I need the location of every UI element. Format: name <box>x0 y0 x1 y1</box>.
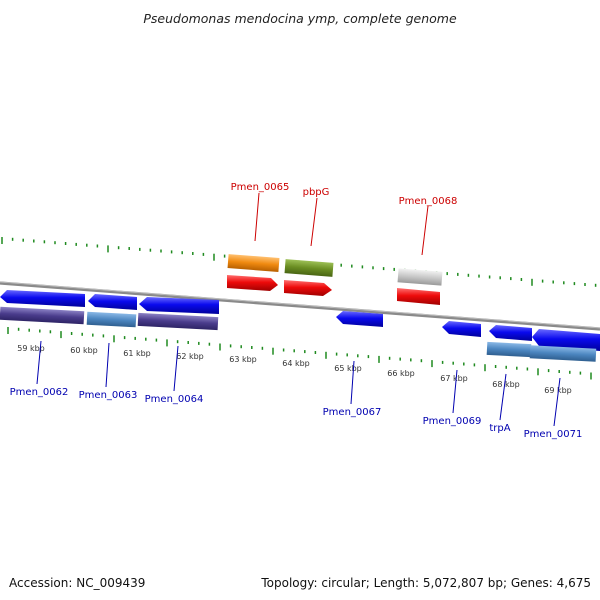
kbp-label: 62 kbp <box>176 352 204 361</box>
map-title: Pseudomonas mendocina ymp, complete geno… <box>143 11 457 26</box>
kbp-label: 59 kbp <box>17 344 45 353</box>
pbpG-olive-gene[interactable] <box>284 259 334 277</box>
pbpG-red-gene[interactable] <box>284 280 332 296</box>
bottom-gene-labels: Pmen_0062 Pmen_0063 Pmen_0064 Pmen_0067 … <box>10 387 583 440</box>
pmen-0065-red-gene[interactable] <box>227 275 278 291</box>
top-gene-labels: Pmen_0065 pbpG Pmen_0068 <box>231 182 458 207</box>
pmen-0063-steel-gene[interactable] <box>86 311 137 328</box>
callout-line <box>499 373 507 421</box>
trpA-blue-gene[interactable] <box>489 325 532 341</box>
genome-summary-text: Topology: circular; Length: 5,072,807 bp… <box>261 576 591 590</box>
pmen-0068-red-gene[interactable] <box>397 288 440 305</box>
callout-line <box>36 340 42 385</box>
callout-line <box>254 192 260 242</box>
genome-backbone-highlight <box>0 281 600 329</box>
genome-backbone <box>0 281 600 331</box>
kbp-label: 65 kbp <box>334 364 362 373</box>
pmen-0065-orange-gene[interactable] <box>227 254 280 272</box>
gene-label-pmen-0062[interactable]: Pmen_0062 <box>10 387 69 398</box>
gene-label-pbpG[interactable]: pbpG <box>303 187 330 198</box>
callout-line <box>105 342 110 388</box>
kbp-label: 60 kbp <box>70 346 98 355</box>
callout-line <box>553 377 561 427</box>
pmen-0064-purple-gene[interactable] <box>137 312 219 331</box>
kbp-label: 68 kbp <box>492 380 520 389</box>
gene-label-pmen-0068[interactable]: Pmen_0068 <box>399 196 458 207</box>
gene-label-trpA[interactable]: trpA <box>489 423 510 434</box>
kbp-label: 61 kbp <box>123 349 151 358</box>
gene-label-pmen-0063[interactable]: Pmen_0063 <box>79 390 138 401</box>
kbp-label: 63 kbp <box>229 355 257 364</box>
pmen-0064-blue-gene[interactable] <box>139 297 219 314</box>
gene-label-pmen-0064[interactable]: Pmen_0064 <box>145 394 204 405</box>
pmen-0071-blue-gene[interactable] <box>532 329 600 351</box>
callout-line <box>310 197 318 247</box>
kbp-label: 64 kbp <box>282 359 310 368</box>
gene-label-pmen-0067[interactable]: Pmen_0067 <box>323 407 382 418</box>
top-callout-lines <box>254 192 429 256</box>
pmen-0068-gray-gene[interactable] <box>397 268 443 286</box>
gene-label-pmen-0069[interactable]: Pmen_0069 <box>423 416 482 427</box>
callout-line <box>350 360 355 405</box>
gene-label-pmen-0071[interactable]: Pmen_0071 <box>524 429 583 440</box>
pmen-0062-blue-gene[interactable] <box>0 290 85 307</box>
bottom-callout-lines <box>36 340 561 427</box>
bottom-scale-ticks <box>7 327 592 380</box>
pmen-0067-blue-gene[interactable] <box>336 311 383 327</box>
kbp-label: 67 kbp <box>440 374 468 383</box>
kbp-label: 66 kbp <box>387 369 415 378</box>
callout-line <box>173 345 179 392</box>
pmen-0071-steel-gene[interactable] <box>529 345 597 362</box>
accession-text: Accession: NC_009439 <box>9 576 146 590</box>
callout-line <box>421 205 429 256</box>
gene-label-pmen-0065[interactable]: Pmen_0065 <box>231 182 290 193</box>
pmen-0069-blue-gene[interactable] <box>442 321 481 337</box>
trpA-steel-gene[interactable] <box>486 341 532 358</box>
pmen-0063-blue-gene[interactable] <box>88 294 137 310</box>
callout-line <box>452 369 458 414</box>
pmen-0062-purple-gene[interactable] <box>0 306 85 325</box>
